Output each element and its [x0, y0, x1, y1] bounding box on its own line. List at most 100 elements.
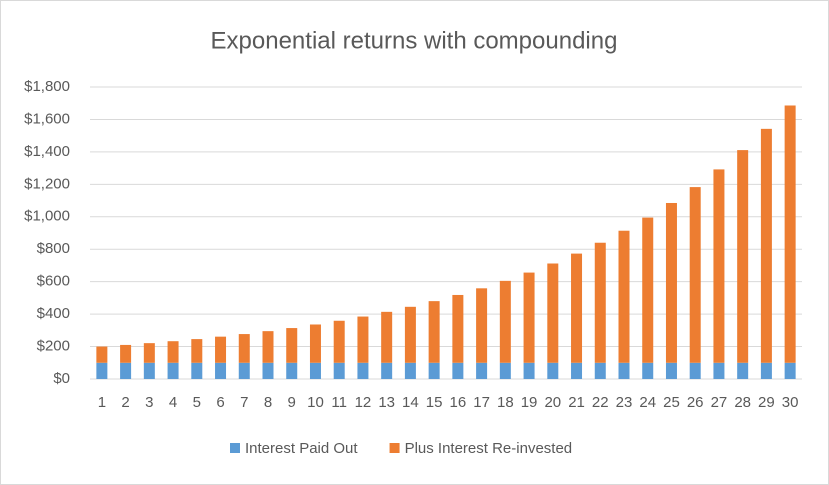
x-tick-label: 29 [758, 394, 775, 411]
legend-label: Plus Interest Re-invested [405, 440, 573, 457]
bar-segment [143, 362, 155, 379]
x-tick-label: 19 [521, 394, 538, 411]
bar-segment [167, 341, 179, 363]
bar-segment [428, 362, 440, 379]
bar-segment [191, 362, 203, 379]
bar-segment [713, 169, 725, 363]
x-tick-label: 18 [497, 394, 514, 411]
x-tick-label: 11 [331, 394, 347, 411]
bar-segment [784, 105, 796, 363]
bar-segment [96, 362, 108, 379]
y-tick-label: $600 [37, 273, 70, 290]
x-tick-label: 7 [240, 394, 248, 411]
bar-segment [618, 230, 630, 363]
bar-segment [476, 362, 488, 379]
x-tick-label: 13 [378, 394, 395, 411]
bar-segment [499, 362, 511, 379]
bar-segment [594, 362, 606, 379]
bar-segment [594, 242, 606, 363]
y-tick-label: $200 [37, 338, 70, 355]
bar-segment [618, 362, 630, 379]
bar-segment [381, 311, 393, 363]
y-tick-label: $1,000 [24, 208, 70, 225]
bar-segment [547, 362, 559, 379]
bar-segment [143, 343, 155, 363]
bar-segment [547, 263, 559, 363]
y-tick-label: $1,200 [24, 175, 70, 192]
bar-segment [452, 294, 464, 363]
bar-segment [642, 362, 654, 379]
x-tick-label: 16 [450, 394, 467, 411]
bar-segment [571, 253, 583, 363]
bar-segment [167, 362, 179, 379]
x-tick-label: 10 [307, 394, 324, 411]
x-tick-label: 15 [426, 394, 443, 411]
bar-segment [286, 362, 298, 379]
bar-segment [499, 280, 511, 363]
bar-segment [333, 320, 345, 363]
bar-segment [309, 362, 321, 379]
bar-segment [665, 362, 677, 379]
bar-segment [737, 150, 749, 363]
bar-segment [357, 362, 369, 379]
x-tick-label: 23 [616, 394, 633, 411]
y-tick-label: $800 [37, 240, 70, 257]
bar-segment [262, 362, 274, 379]
bar-segment [665, 202, 677, 363]
y-tick-label: $1,800 [24, 78, 70, 95]
bar-segment [286, 328, 298, 363]
bar-segment [309, 324, 321, 363]
bar-segment [689, 187, 701, 363]
x-tick-label: 3 [145, 394, 153, 411]
bar-segment [238, 362, 250, 379]
chart-title: Exponential returns with compounding [211, 27, 618, 54]
bar-segment [760, 362, 772, 379]
bar-segment [333, 362, 345, 379]
bar-segment [452, 362, 464, 379]
x-tick-label: 28 [734, 394, 751, 411]
bar-segment [713, 362, 725, 379]
y-tick-label: $1,400 [24, 143, 70, 160]
x-tick-label: 27 [711, 394, 728, 411]
x-tick-label: 4 [169, 394, 177, 411]
y-tick-label: $0 [53, 370, 70, 387]
bar-segment [120, 362, 132, 379]
bar-segment [428, 301, 440, 363]
bar-segment [784, 362, 796, 379]
x-tick-label: 2 [121, 394, 129, 411]
x-tick-label: 25 [663, 394, 680, 411]
bar-segment [120, 344, 132, 363]
bar-segment [262, 331, 274, 363]
x-tick-label: 26 [687, 394, 704, 411]
legend-label: Interest Paid Out [245, 440, 358, 457]
bar-segment [96, 346, 108, 363]
bar-segment [523, 272, 535, 363]
legend-swatch [230, 443, 240, 453]
bar-segment [381, 362, 393, 379]
x-tick-label: 24 [639, 394, 656, 411]
legend-swatch [389, 443, 400, 453]
bar-segment [238, 334, 250, 363]
bar-segment [191, 339, 203, 363]
y-tick-label: $1,600 [24, 110, 70, 127]
bar-segment [571, 362, 583, 379]
x-tick-label: 22 [592, 394, 609, 411]
bar-segment [737, 362, 749, 379]
x-tick-label: 30 [782, 394, 799, 411]
x-tick-label: 1 [98, 394, 106, 411]
bar-segment [357, 316, 369, 363]
x-tick-label: 12 [355, 394, 372, 411]
bar-segment [689, 362, 701, 379]
bar-segment [404, 306, 416, 363]
bar-segment [404, 362, 416, 379]
bar-segment [215, 362, 227, 379]
x-tick-label: 5 [193, 394, 201, 411]
bar-segment [215, 336, 227, 363]
x-tick-label: 8 [264, 394, 272, 411]
bar-segment [642, 217, 654, 363]
bar-segment [760, 128, 772, 363]
bar-segment [476, 288, 488, 363]
x-tick-label: 21 [568, 394, 585, 411]
